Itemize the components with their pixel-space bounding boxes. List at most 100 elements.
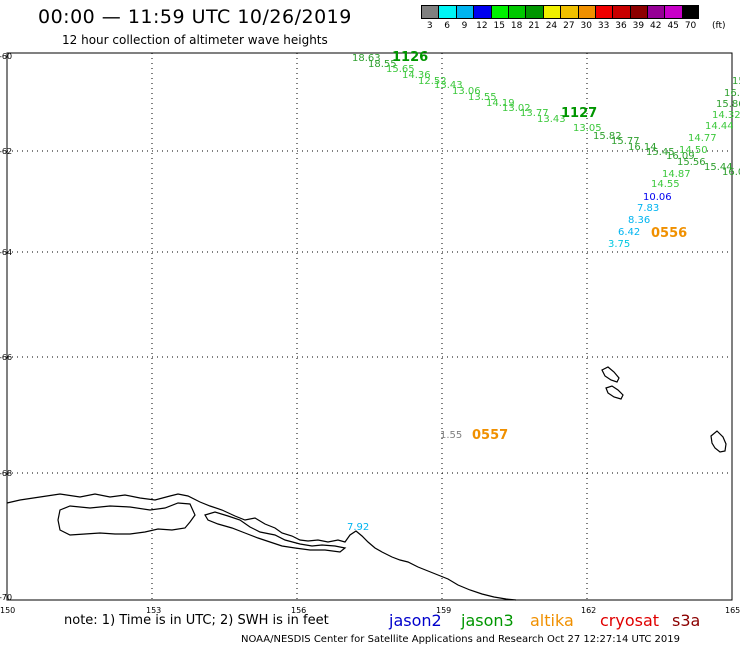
legend-jason3: jason3 xyxy=(461,611,514,630)
scale-swatch: 45 xyxy=(664,5,682,31)
scale-label: 39 xyxy=(632,21,645,31)
swh-label: 7.92 xyxy=(347,522,369,533)
scale-color xyxy=(594,5,613,19)
scale-color xyxy=(612,5,630,19)
swh-label: 15.77 xyxy=(611,136,640,147)
pass-time-labels: 1126 1127 0556 0557 xyxy=(392,50,687,443)
swh-label: 15.56 xyxy=(677,157,706,168)
scale-swatch: 24 xyxy=(542,5,561,31)
scale-color xyxy=(438,5,456,19)
swh-label: 18.63 xyxy=(352,53,381,64)
scale-label: 12 xyxy=(476,21,488,31)
swh-label: 10.06 xyxy=(643,192,672,203)
pass-time-label: 0557 xyxy=(472,428,508,443)
island xyxy=(710,430,727,453)
swh-label: 14.19 xyxy=(486,98,515,109)
footer-note: note: 1) Time is in UTC; 2) SWH is in fe… xyxy=(64,613,329,628)
swh-label: 14.77 xyxy=(688,133,717,144)
swh-label: 14.55 xyxy=(651,179,680,190)
swh-label: 15.44 xyxy=(704,162,733,173)
island xyxy=(601,366,620,383)
legend-s3a: s3a xyxy=(672,611,701,630)
scale-label: 33 xyxy=(597,21,610,31)
scale-swatch: 18 xyxy=(507,5,526,31)
scale-swatch: 36 xyxy=(612,5,630,31)
scale-label: 70 xyxy=(684,21,697,31)
lon-label: 153 xyxy=(146,606,161,615)
swh-label: 16.0 xyxy=(722,167,740,178)
scale-color xyxy=(577,5,595,19)
graticule xyxy=(7,53,732,600)
swh-label: 8.36 xyxy=(628,215,650,226)
scale-label: 45 xyxy=(667,21,679,31)
swh-label: 15.82 xyxy=(593,131,622,142)
scale-color xyxy=(490,5,508,19)
lat-label: -64 xyxy=(0,248,12,257)
scale-label: 30 xyxy=(580,21,592,31)
scale-color xyxy=(681,5,700,19)
island xyxy=(605,385,624,400)
scale-swatch: 30 xyxy=(577,5,595,31)
swh-label: 14.32 xyxy=(712,110,740,121)
swh-label: 15 xyxy=(732,76,740,87)
lat-label: -70 xyxy=(0,593,12,602)
scale-swatch: 9 xyxy=(455,5,474,31)
swh-label: 13.05 xyxy=(573,123,602,134)
scale-label: 18 xyxy=(510,21,523,31)
coastline-inlet xyxy=(204,511,347,553)
swh-label: 1.55 xyxy=(440,430,462,441)
observation-labels: 18.63 18.55 15.65 14.36 12.52 13.43 13.0… xyxy=(347,53,740,533)
swh-label: 13.77 xyxy=(520,108,549,119)
swh-label: 16.14 xyxy=(628,142,657,153)
scale-color xyxy=(455,5,474,19)
scale-color xyxy=(629,5,648,19)
wave-height-color-scale: 3 6 9 12 15 18 21 24 27 30 33 36 39 42 45 70 xyxy=(421,5,700,31)
lon-label: 165 xyxy=(725,606,740,615)
credit-line: NOAA/NESDIS Center for Satellite Applica… xyxy=(241,634,680,645)
scale-label: 15 xyxy=(493,21,505,31)
swh-label: 7.83 xyxy=(637,203,659,214)
swh-label: 13.02 xyxy=(502,103,531,114)
scale-swatch: 42 xyxy=(647,5,665,31)
lat-label: -60 xyxy=(0,52,12,61)
scale-label: 9 xyxy=(461,21,468,31)
lat-label: -66 xyxy=(0,353,12,362)
swh-label: 13.43 xyxy=(434,80,463,91)
scale-label: 27 xyxy=(563,21,575,31)
lon-label: 150 xyxy=(0,606,15,615)
swh-label: 15.86 xyxy=(716,99,740,110)
swh-label: 15.65 xyxy=(386,64,415,75)
scale-swatch: 3 xyxy=(421,5,439,31)
swh-label: 14.44 xyxy=(705,121,734,132)
scale-color xyxy=(542,5,561,19)
swh-label: 18.55 xyxy=(368,59,397,70)
scale-swatch: 39 xyxy=(629,5,648,31)
lon-label: 162 xyxy=(581,606,596,615)
scale-label: 6 xyxy=(444,21,450,31)
scale-label: 24 xyxy=(545,21,558,31)
legend-altika: altika xyxy=(530,611,574,630)
scale-swatch: 70 xyxy=(681,5,700,31)
scale-swatch: 6 xyxy=(438,5,456,31)
scale-swatch: 21 xyxy=(525,5,543,31)
swh-label: 14.50 xyxy=(679,145,708,156)
swh-label: 14.36 xyxy=(402,70,431,81)
scale-color xyxy=(473,5,491,19)
scale-label: 21 xyxy=(528,21,540,31)
swh-label: 12.52 xyxy=(418,76,447,87)
scale-label: 42 xyxy=(650,21,662,31)
scale-swatch: 27 xyxy=(560,5,578,31)
scale-swatch: 15 xyxy=(490,5,508,31)
pass-time-label: 1126 xyxy=(392,50,428,65)
coastline-inlet xyxy=(57,502,196,536)
swh-label: 6.42 xyxy=(618,227,640,238)
scale-color xyxy=(525,5,543,19)
lat-label: -68 xyxy=(0,469,12,478)
scale-color xyxy=(560,5,578,19)
swh-label: 16. xyxy=(724,88,740,99)
legend-cryosat: cryosat xyxy=(600,611,660,630)
legend-jason2: jason2 xyxy=(389,611,442,630)
scale-label: 3 xyxy=(426,21,433,31)
pass-time-label: 0556 xyxy=(651,226,687,241)
